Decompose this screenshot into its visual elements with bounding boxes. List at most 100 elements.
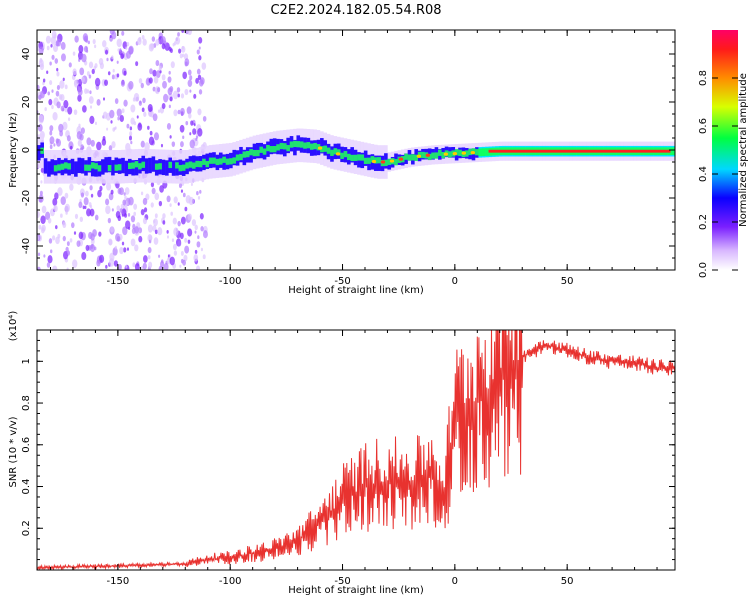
spectrogram-noise-speckle bbox=[55, 138, 59, 144]
spectrogram-noise-speckle bbox=[159, 70, 162, 74]
spectrogram-noise-speckle bbox=[55, 225, 58, 230]
spectrogram-noise-speckle bbox=[46, 70, 49, 75]
spectrogram-noise-speckle bbox=[47, 91, 50, 96]
spectrogram-noise-speckle bbox=[169, 85, 174, 93]
spectrogram-core bbox=[256, 149, 260, 157]
spectrogram-noise-speckle bbox=[92, 229, 97, 237]
spectrogram-core bbox=[384, 159, 388, 167]
spectrogram-noise-speckle bbox=[81, 76, 85, 83]
spectrogram-noise-speckle bbox=[45, 35, 51, 44]
spectrogram-noise-speckle bbox=[37, 84, 40, 90]
spectrogram-noise-speckle bbox=[50, 43, 53, 48]
spectrogram-marks bbox=[37, 30, 675, 270]
spectrogram-noise-speckle bbox=[180, 107, 185, 116]
spectrogram-band bbox=[350, 147, 354, 163]
spectrogram-noise-speckle bbox=[40, 180, 43, 184]
spectrogram-noise-speckle bbox=[193, 123, 196, 127]
spectrogram-noise-speckle bbox=[122, 199, 127, 206]
spectrogram-noise-speckle bbox=[163, 263, 169, 270]
spectrogram-noise-speckle bbox=[170, 61, 175, 69]
snr-series-line bbox=[37, 330, 675, 570]
spectrogram-noise-speckle bbox=[94, 63, 98, 69]
spectrogram-noise-speckle bbox=[125, 220, 131, 230]
spectrogram-core bbox=[188, 161, 193, 168]
spectrogram-core bbox=[266, 144, 270, 152]
spectrogram-noise-speckle bbox=[79, 133, 84, 141]
spectrogram-noise-speckle bbox=[172, 90, 179, 100]
spectrogram-noise-speckle bbox=[152, 86, 156, 92]
snr-xtick-label: 50 bbox=[561, 576, 574, 587]
spectrogram-band bbox=[43, 158, 48, 174]
spectrogram-noise-speckle bbox=[39, 190, 43, 196]
spectrogram-noise-speckle bbox=[155, 38, 160, 46]
spectrogram-noise-speckle bbox=[74, 79, 78, 86]
spectrogram-noise-speckle bbox=[152, 69, 157, 77]
spectrogram-core bbox=[131, 162, 135, 169]
spectrogram-noise-speckle bbox=[189, 132, 192, 136]
spectrogram-band bbox=[320, 138, 324, 154]
spectrogram-band bbox=[47, 161, 51, 177]
spectrogram-noise-speckle bbox=[84, 205, 87, 210]
spectrogram-noise-speckle bbox=[169, 96, 173, 102]
spectrogram-noise-speckle bbox=[80, 192, 85, 198]
spectrogram-noise-speckle bbox=[142, 97, 146, 104]
spectrogram-noise-speckle bbox=[106, 127, 109, 131]
spectrogram-core bbox=[326, 147, 331, 154]
spectrogram-noise-speckle bbox=[91, 68, 95, 75]
spectrogram-noise-speckle bbox=[153, 76, 159, 84]
spectrogram-noise-speckle bbox=[119, 48, 122, 52]
spectrogram-noise-speckle bbox=[196, 265, 201, 270]
spectrogram-noise-speckle bbox=[96, 141, 102, 151]
snr-ylabel: SNR (10 * v/v) bbox=[8, 416, 19, 487]
spectrogram-noise-speckle bbox=[138, 100, 142, 106]
spectrogram-noise-speckle bbox=[184, 88, 189, 96]
spectrogram-hot-spot bbox=[461, 151, 467, 155]
spectrogram-core bbox=[370, 156, 375, 163]
spectrogram-noise-speckle bbox=[130, 215, 136, 223]
spectrogram-noise-speckle bbox=[196, 68, 201, 75]
spectrogram-noise-speckle bbox=[196, 241, 201, 248]
spectrogram-noise-speckle bbox=[83, 35, 88, 43]
spectrogram-noise-speckle bbox=[161, 102, 166, 110]
spectrogram-noise-speckle bbox=[124, 187, 130, 195]
spectrogram-core bbox=[114, 164, 119, 171]
spectrogram-noise-speckle bbox=[177, 202, 180, 206]
spectrogram-noise-speckle bbox=[60, 41, 66, 50]
spectrogram-core bbox=[306, 142, 311, 149]
spectrogram-noise-speckle bbox=[140, 191, 144, 196]
spectrogram-noise-speckle bbox=[125, 46, 128, 50]
spectrogram-noise-speckle bbox=[149, 130, 153, 136]
spectrogram-noise-speckle bbox=[168, 104, 171, 109]
spectrogram-noise-speckle bbox=[131, 228, 136, 235]
spectrogram-noise-speckle bbox=[147, 103, 153, 113]
spectrogram-noise-speckle bbox=[132, 97, 136, 102]
spectrogram-noise-speckle bbox=[180, 216, 186, 225]
spectrogram-noise-speckle bbox=[47, 255, 53, 264]
colorbar-axes: 0.0 0.2 0.4 0.6 0.8 bbox=[698, 70, 738, 278]
spectrogram-noise-speckle bbox=[126, 42, 130, 47]
spectrogram-noise-speckle bbox=[59, 80, 65, 89]
spectrogram-noise-speckle bbox=[148, 261, 153, 269]
spectrogram-noise-speckle bbox=[106, 182, 112, 191]
spectrogram-core bbox=[107, 165, 112, 172]
snr-xtick-label: 0 bbox=[452, 576, 458, 587]
spectrogram-core bbox=[84, 164, 88, 171]
spectrogram-noise-speckle bbox=[182, 71, 188, 80]
spectrogram-core bbox=[242, 151, 247, 158]
spectrogram-noise-speckle bbox=[67, 117, 71, 121]
spectrogram-noise-speckle bbox=[73, 231, 77, 235]
spectrogram-noise-speckle bbox=[111, 55, 114, 60]
spectrogram-noise-speckle bbox=[126, 50, 131, 59]
spectrogram-noise-speckle bbox=[117, 48, 120, 52]
spectrogram-noise-speckle bbox=[195, 135, 199, 139]
spectrogram-core bbox=[320, 146, 324, 153]
spectrogram-noise-speckle bbox=[99, 254, 105, 263]
spectrogram-noise-speckle bbox=[108, 192, 114, 201]
spectrogram-noise-speckle bbox=[196, 49, 200, 55]
spectrogram-noise-speckle bbox=[195, 77, 199, 84]
spectrogram-noise-speckle bbox=[138, 78, 143, 84]
spectrogram-noise-speckle bbox=[129, 126, 133, 131]
spectrogram-noise-speckle bbox=[138, 235, 143, 243]
spectrogram-core bbox=[282, 143, 287, 150]
spectrogram-noise-speckle bbox=[88, 231, 93, 240]
